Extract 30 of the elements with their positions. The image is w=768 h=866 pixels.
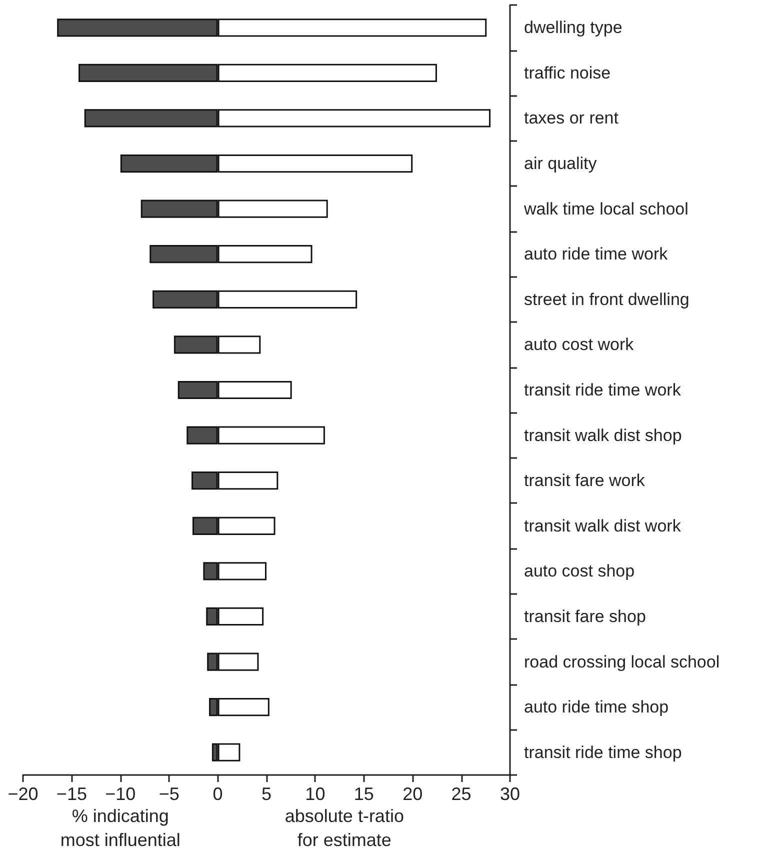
x-axis-title: absolute t-ratio for estimate xyxy=(284,806,404,850)
y-tick-label: auto ride time shop xyxy=(524,698,669,717)
y-tick-label: transit walk dist shop xyxy=(524,426,682,445)
y-tick-label: road crossing local school xyxy=(524,652,720,672)
y-tick-label: transit fare work xyxy=(524,471,646,490)
y-tick-label: air quality xyxy=(524,154,598,174)
y-tick-label: taxes or rent xyxy=(524,108,619,128)
y-tick-label: transit walk dist work xyxy=(524,516,682,536)
y-tick-label: transit ride time work xyxy=(524,380,682,400)
y-tick-label: walk time local school xyxy=(523,199,688,218)
x-tick-label: 30 xyxy=(500,784,520,804)
x-tick-label: 10 xyxy=(305,784,326,804)
x-tick-label: 25 xyxy=(451,784,472,804)
x-tick-label: 5 xyxy=(261,784,272,804)
x-tick-label: 20 xyxy=(402,784,423,804)
text: % indicating most influential xyxy=(60,806,180,850)
y-tick-label: traffic noise xyxy=(524,63,611,82)
y-tick-label: transit ride time shop xyxy=(524,742,682,762)
y-tick-label: dwelling type xyxy=(524,18,622,38)
y-tick-label: auto cost work xyxy=(524,335,634,354)
y-tick-label: street in front dwelling xyxy=(524,290,690,309)
x-tick-label: 15 xyxy=(354,784,374,804)
x-tick-label: −10 xyxy=(105,784,136,804)
x-tick-label: 0 xyxy=(212,784,223,804)
x-tick-label: −15 xyxy=(56,784,87,804)
y-tick-label: auto ride time work xyxy=(524,244,668,264)
x-tick-label: −20 xyxy=(8,784,38,804)
y-tick-label: transit fare shop xyxy=(524,606,646,626)
x-tick-label: −5 xyxy=(158,784,180,804)
y-tick-label: auto cost shop xyxy=(524,562,635,581)
